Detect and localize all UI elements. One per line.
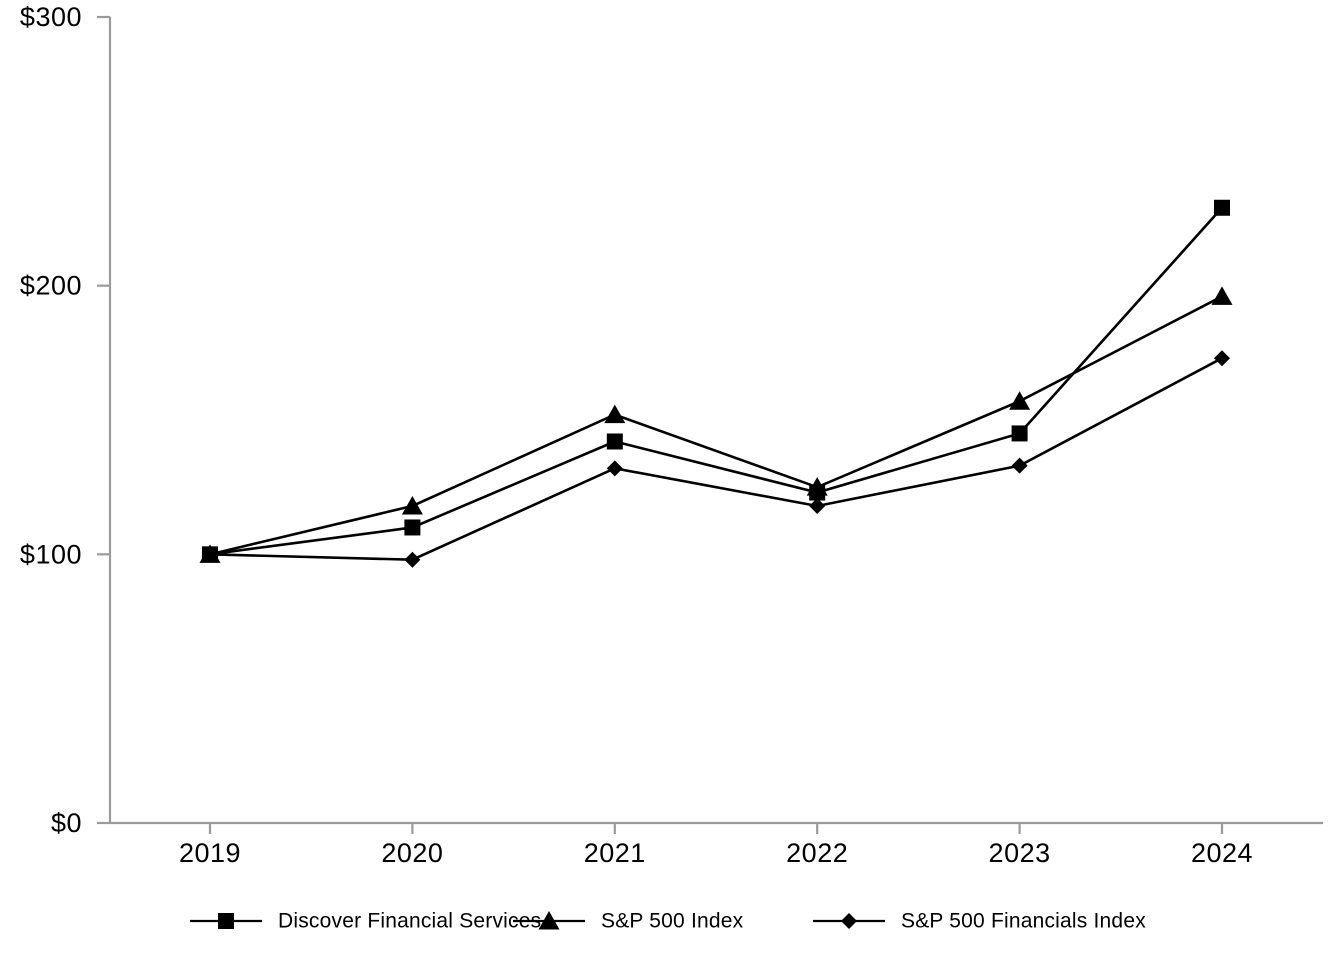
triangle-marker-point xyxy=(1009,391,1031,410)
diamond-marker-point xyxy=(606,460,623,477)
y-axis-tick-label: $100 xyxy=(20,539,82,569)
x-axis-tick-label: 2021 xyxy=(584,838,646,868)
series-line-diamond xyxy=(209,357,1223,562)
series-line-triangle xyxy=(209,295,1223,556)
y-axis-tick-label: $0 xyxy=(51,808,82,838)
diamond-marker-legend xyxy=(841,913,857,929)
axes: $0 $100 $200 $300 2019 2020 2021 2022 2023 2024 xyxy=(20,2,1323,868)
y-axis-tick-label: $300 xyxy=(20,2,82,32)
legend-item: S&P 500 Financials Index xyxy=(813,910,1146,933)
series-markers xyxy=(199,199,1233,568)
diamond-marker-point xyxy=(404,551,421,568)
legend-label: Discover Financial Services xyxy=(278,910,541,933)
square-marker-point xyxy=(809,484,826,501)
square-marker-point xyxy=(1011,425,1028,442)
x-axis-tick-label: 2019 xyxy=(179,838,241,868)
legend-item: Discover Financial Services xyxy=(190,910,541,933)
triangle-marker-legend xyxy=(538,911,560,930)
x-axis-tick-label: 2022 xyxy=(786,838,848,868)
diamond-marker-point xyxy=(1011,457,1028,474)
square-marker-point xyxy=(404,519,421,536)
series-line-square xyxy=(209,206,1223,556)
square-marker-legend xyxy=(218,913,234,929)
x-axis-tick-label: 2024 xyxy=(1191,838,1253,868)
x-axis-tick-label: 2023 xyxy=(989,838,1051,868)
diamond-marker-point xyxy=(809,497,826,514)
legend-label: S&P 500 Financials Index xyxy=(901,910,1146,933)
triangle-marker-point xyxy=(604,404,626,424)
y-axis-tick-label: $200 xyxy=(20,271,82,301)
square-marker-point xyxy=(606,433,623,450)
x-axis-tick-label: 2020 xyxy=(381,838,443,868)
square-marker-point xyxy=(202,546,218,563)
triangle-marker-point xyxy=(1211,286,1233,305)
square-marker-point xyxy=(1214,199,1230,216)
series-lines xyxy=(209,206,1223,562)
legend-item: S&P 500 Index xyxy=(513,910,744,933)
legend-label: S&P 500 Index xyxy=(601,910,744,933)
triangle-marker-point xyxy=(401,495,423,515)
legend: Discover Financial Services S&P 500 Index… xyxy=(190,910,1146,933)
diamond-marker-point xyxy=(1214,350,1230,367)
